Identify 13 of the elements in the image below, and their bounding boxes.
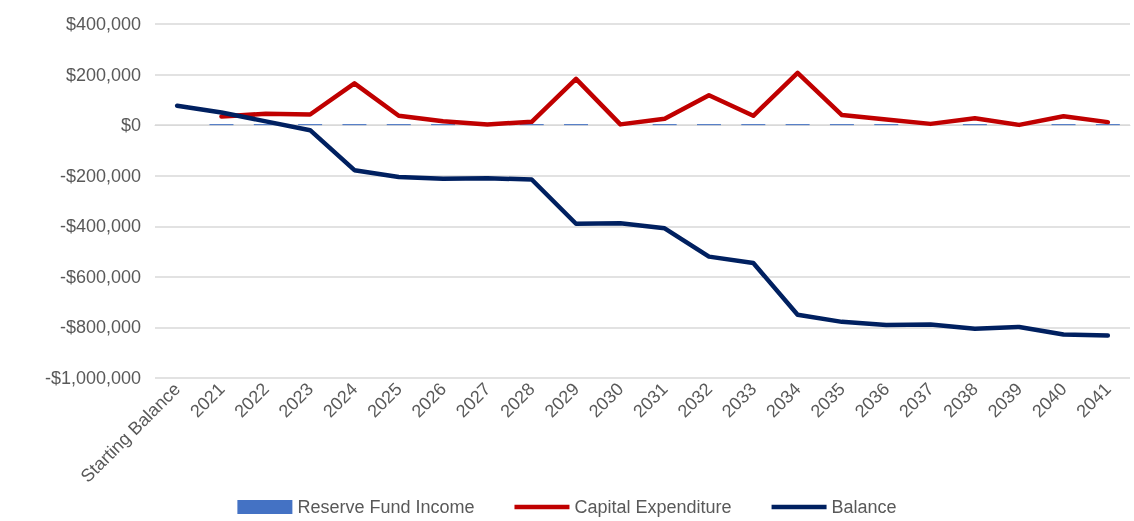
y-tick-label: $200,000 (65, 64, 141, 85)
y-tick-label: $400,000 (65, 14, 141, 34)
line-series (174, 103, 1111, 338)
line-series (219, 70, 1111, 128)
y-tick-label: -$600,000 (59, 266, 141, 287)
y-tick-label: $0 (120, 115, 141, 136)
legend-label: Balance (831, 497, 897, 517)
legend-label: Capital Expenditure (574, 497, 732, 517)
y-tick-label: -$1,000,000 (44, 368, 141, 388)
y-tick-label: -$400,000 (59, 216, 141, 237)
y-tick-label: -$200,000 (59, 165, 141, 186)
y-tick-label: -$800,000 (59, 317, 141, 338)
legend-label: Reserve Fund Income (297, 497, 475, 517)
